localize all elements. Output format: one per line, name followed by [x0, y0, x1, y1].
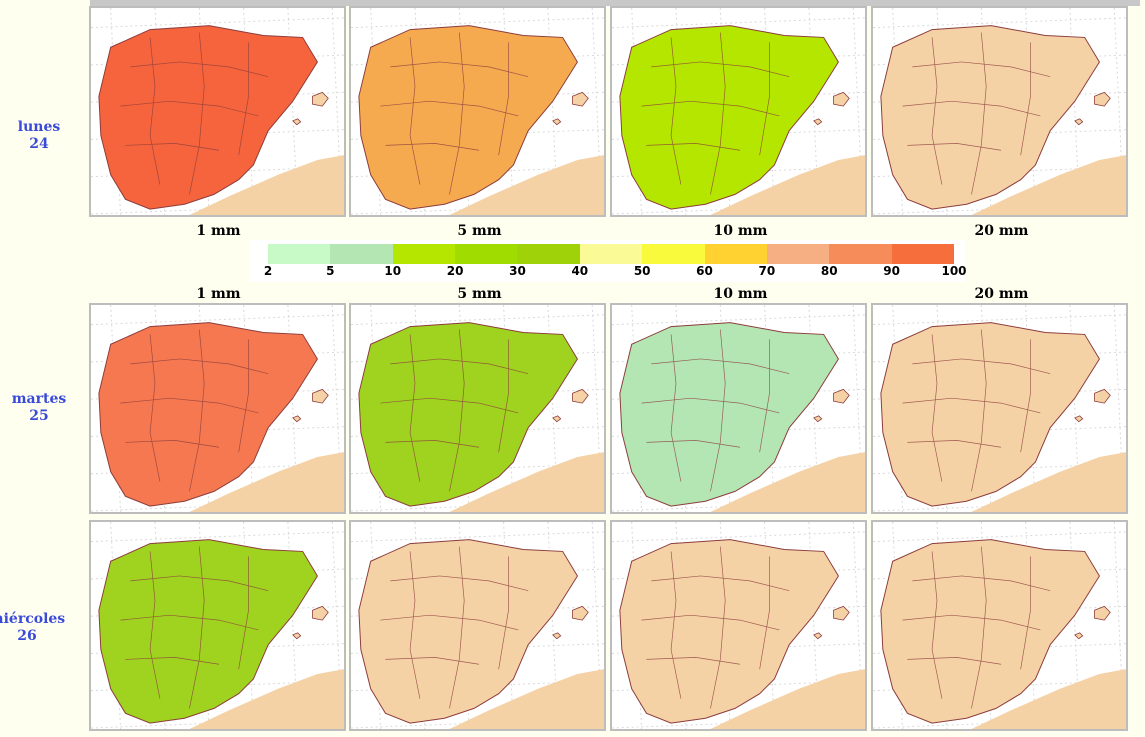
day-number: 25	[29, 408, 49, 424]
day-label-miercoles: miércoles 26	[0, 611, 66, 645]
map-svg	[351, 8, 604, 215]
legend-swatch	[268, 244, 331, 264]
map-svg	[612, 522, 865, 729]
legend-swatch	[517, 244, 580, 264]
map-svg	[91, 522, 344, 729]
threshold-label: 5 mm	[457, 223, 502, 239]
legend-tick-label: 90	[883, 264, 900, 278]
legend-tick-label: 80	[820, 264, 838, 278]
legend-color-bar	[268, 244, 954, 264]
precip-probability-map	[349, 303, 606, 514]
precip-probability-map	[871, 303, 1128, 514]
legend-tick-label: 2	[263, 264, 273, 278]
threshold-label: 20 mm	[974, 223, 1029, 239]
legend-swatch	[766, 244, 830, 264]
day-label-lunes: lunes 24	[0, 119, 78, 153]
legend-swatch	[829, 244, 892, 264]
day-name: miércoles	[0, 611, 66, 627]
legend-tick-label: 40	[571, 264, 589, 278]
day-name: martes	[11, 391, 67, 407]
legend-tick-label: 10	[384, 264, 402, 278]
precip-probability-map	[349, 6, 606, 217]
map-svg	[612, 8, 865, 215]
precip-probability-map	[89, 303, 346, 514]
threshold-label: 1 mm	[196, 286, 241, 302]
legend-swatch	[392, 244, 456, 264]
map-svg	[873, 8, 1126, 215]
legend-tick-label: 100	[941, 264, 967, 278]
precip-probability-map	[89, 6, 346, 217]
precip-probability-map	[610, 520, 867, 731]
legend-tick-label: 70	[758, 264, 776, 278]
map-svg	[91, 305, 344, 512]
day-number: 26	[17, 628, 37, 644]
precip-probability-map	[871, 520, 1128, 731]
map-svg	[351, 305, 604, 512]
legend-swatch	[330, 244, 393, 264]
top-edge-strip	[90, 0, 1140, 6]
precip-probability-map	[610, 303, 867, 514]
legend-tick-label: 50	[633, 264, 651, 278]
threshold-label: 20 mm	[974, 286, 1029, 302]
precip-probability-map	[610, 6, 867, 217]
threshold-label: 10 mm	[713, 223, 768, 239]
map-svg	[91, 8, 344, 215]
map-svg	[873, 305, 1126, 512]
precip-probability-map	[89, 520, 346, 731]
day-number: 24	[29, 136, 49, 152]
color-legend: 2 5 10 20 30 40 50 60 70 80 90 100	[250, 240, 967, 282]
legend-swatch	[642, 244, 705, 264]
legend-tick-label: 5	[326, 264, 335, 278]
map-svg	[351, 522, 604, 729]
precip-probability-map	[871, 6, 1128, 217]
day-name: lunes	[17, 119, 61, 135]
legend-swatch	[579, 244, 643, 264]
legend-swatch	[455, 244, 518, 264]
precip-probability-map	[349, 520, 606, 731]
legend-tick-label: 30	[509, 264, 526, 278]
map-svg	[612, 305, 865, 512]
threshold-label: 5 mm	[457, 286, 502, 302]
legend-tick-label: 60	[696, 264, 713, 278]
map-svg	[873, 522, 1126, 729]
day-label-martes: martes 25	[0, 391, 78, 425]
legend-swatch	[704, 244, 767, 264]
threshold-label: 1 mm	[196, 223, 241, 239]
legend-tick-label: 20	[446, 264, 464, 278]
threshold-label: 10 mm	[713, 286, 768, 302]
legend-swatch	[891, 244, 954, 264]
